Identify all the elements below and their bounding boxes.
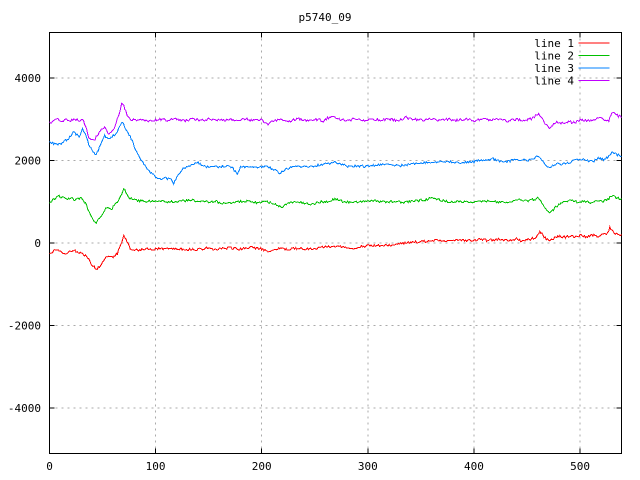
y-tick-label--2000: -2000 (8, 320, 41, 333)
legend-label-4: line 4 (534, 75, 574, 88)
legend-label-3: line 3 (534, 62, 574, 75)
legend-label-1: line 1 (534, 37, 574, 50)
legend-label-2: line 2 (534, 50, 574, 63)
x-tick-label-200: 200 (252, 460, 272, 473)
chart-title: p5740_09 (299, 11, 352, 24)
gridlines (49, 32, 622, 454)
x-tick-label-400: 400 (464, 460, 484, 473)
y-tick-label-4000: 4000 (15, 72, 42, 85)
series-line-4 (49, 102, 622, 141)
x-tick-label-100: 100 (146, 460, 166, 473)
y-tick-label-2000: 2000 (15, 154, 42, 167)
x-tick-label-500: 500 (570, 460, 590, 473)
y-tick-label--4000: -4000 (8, 402, 41, 415)
x-tick-label-300: 300 (358, 460, 378, 473)
series-group (49, 102, 622, 271)
axis-ticks (49, 32, 622, 454)
series-line-1 (49, 224, 622, 271)
legend: line 1 line 2 line 3 line 4 (534, 37, 610, 88)
x-tick-label-0: 0 (46, 460, 53, 473)
series-line-3 (49, 121, 622, 186)
y-tick-label-0: 0 (34, 237, 41, 250)
axis-labels: 0 100 200 300 400 500 -4000 -2000 0 2000 4000 (8, 72, 590, 473)
series-line-2 (49, 187, 622, 225)
